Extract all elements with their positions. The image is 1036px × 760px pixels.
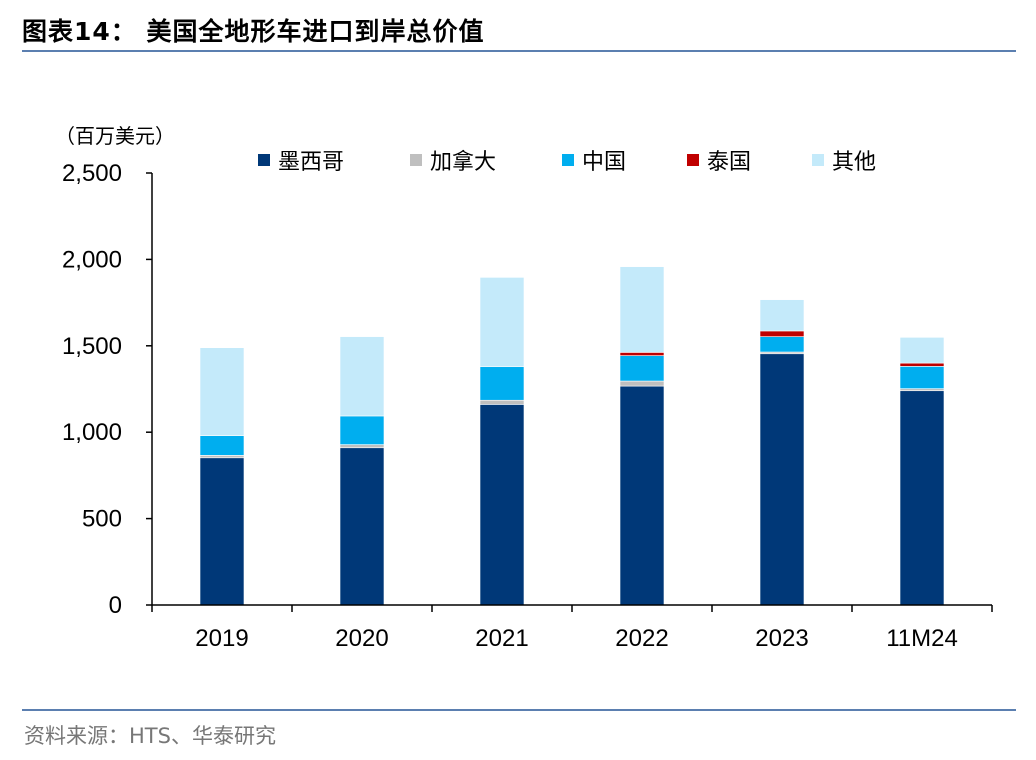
bar-segment-2022-中国 — [619, 355, 665, 382]
bar-segment-2021-墨西哥 — [479, 404, 525, 606]
x-tick-label: 2020 — [335, 625, 388, 652]
legend-swatch — [687, 154, 699, 166]
figure-title: 图表14： 美国全地形车进口到岸总价值 — [22, 17, 485, 46]
bar-segment-2022-墨西哥 — [619, 385, 665, 606]
bar-segment-2020-加拿大 — [339, 444, 385, 449]
bar-segment-2019-墨西哥 — [199, 457, 245, 606]
y-tick-label: 2,000 — [62, 246, 122, 273]
x-tick-label: 2019 — [195, 625, 248, 652]
bar-segment-2020-墨西哥 — [339, 447, 385, 606]
bottom-divider — [22, 709, 1016, 711]
bar-segment-2020-中国 — [339, 415, 385, 445]
legend-label: 其他 — [832, 150, 876, 175]
legend-label: 泰国 — [707, 150, 751, 175]
bar-segment-11M24-其他 — [899, 337, 945, 364]
bar-segment-2021-加拿大 — [479, 399, 525, 405]
y-tick-label: 1,000 — [62, 419, 122, 446]
bar-segment-2020-其他 — [339, 336, 385, 417]
x-tick-label: 2022 — [615, 625, 668, 652]
bar-segment-2019-加拿大 — [199, 455, 245, 459]
bar-segment-2019-其他 — [199, 347, 245, 436]
x-tick-label: 11M24 — [886, 625, 958, 652]
y-tick-label: 500 — [82, 506, 122, 533]
legend-swatch — [258, 154, 270, 166]
bars — [199, 266, 945, 606]
axes: 0 500 1,000 1,500 2,000 2,500 2019 2020 2021 2022… — [62, 160, 993, 652]
bar-segment-2023-泰国 — [759, 330, 805, 337]
source-note: 资料来源：HTS、华泰研究 — [24, 724, 276, 748]
bar-segment-2022-泰国 — [619, 352, 665, 356]
bar-segment-11M24-加拿大 — [899, 388, 945, 392]
y-tick-label: 1,500 — [62, 333, 122, 360]
bar-segment-2022-其他 — [619, 266, 665, 353]
legend-swatch — [812, 154, 824, 166]
y-tick-label: 0 — [109, 592, 122, 619]
legend-swatch — [410, 154, 422, 166]
y-tick-label: 2,500 — [62, 160, 122, 187]
bar-segment-11M24-中国 — [899, 366, 945, 389]
y-axis-unit: （百万美元） — [55, 124, 175, 148]
legend-swatch — [562, 154, 574, 166]
bar-segment-2023-其他 — [759, 299, 805, 332]
bar-segment-2022-加拿大 — [619, 380, 665, 387]
x-tick-label: 2023 — [755, 625, 808, 652]
top-divider — [22, 50, 1016, 52]
legend: 墨西哥 加拿大 中国 泰国 其他 — [258, 149, 876, 175]
x-tick-label: 2021 — [475, 625, 528, 652]
legend-label: 中国 — [582, 150, 626, 175]
bar-segment-2021-其他 — [479, 277, 525, 368]
bar-segment-11M24-泰国 — [899, 362, 945, 367]
bar-segment-11M24-墨西哥 — [899, 390, 945, 606]
bar-segment-2023-中国 — [759, 336, 805, 353]
legend-label: 墨西哥 — [278, 150, 344, 175]
legend-label: 加拿大 — [430, 149, 496, 175]
bar-segment-2019-中国 — [199, 435, 245, 456]
bar-segment-2021-中国 — [479, 366, 525, 401]
bar-segment-2023-墨西哥 — [759, 353, 805, 606]
